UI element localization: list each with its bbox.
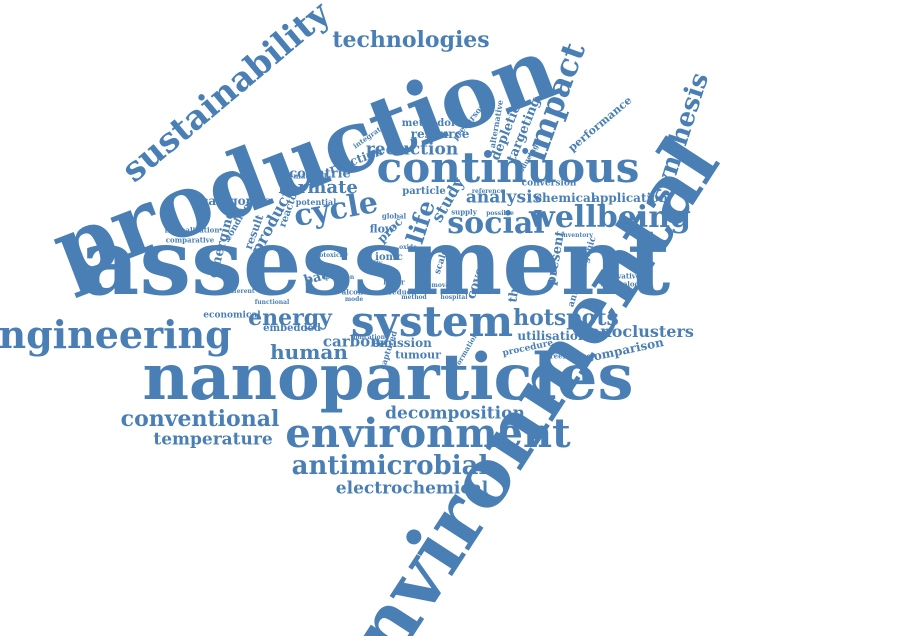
word-conversion: conversion xyxy=(521,178,577,189)
word-ecotoxicity: ecotoxicity xyxy=(311,252,349,259)
word-different: different xyxy=(225,288,255,295)
word-social: social xyxy=(447,206,545,241)
word-utilisation: utilisation xyxy=(517,329,587,343)
word-lower: lower xyxy=(383,277,405,287)
word-application: application xyxy=(592,191,668,205)
word-energy: energy xyxy=(248,305,332,331)
word-tumour: tumour xyxy=(395,348,441,362)
word-mode: mode xyxy=(344,296,364,303)
word-emission: emission xyxy=(372,336,432,350)
word-conventional: conventional xyxy=(120,406,280,432)
word-continuous: continuous xyxy=(376,143,640,192)
word-analysis: analysis xyxy=(465,187,543,208)
word-formate: formate xyxy=(278,177,358,198)
word-greenhouse: greenhouse xyxy=(545,351,591,361)
word-particle: particle xyxy=(402,186,446,197)
word-indication: indication xyxy=(350,334,386,341)
word-global: global xyxy=(381,211,407,221)
word-technology: technology xyxy=(600,279,644,289)
word-alcohol: alcohol xyxy=(341,287,371,297)
word-ionic: ionic xyxy=(375,252,403,263)
word-method: method xyxy=(401,294,427,301)
word-innovative: innovative xyxy=(599,271,641,281)
word-normalisation: normalisation xyxy=(164,225,220,235)
word-flow: flow xyxy=(369,222,395,236)
word-hospital: hospital xyxy=(440,294,468,301)
word-temperature: temperature xyxy=(153,429,273,450)
word-nanoclusters: nanoclusters xyxy=(578,322,694,341)
word-categories: categories xyxy=(201,194,271,208)
word-countrie: countrie xyxy=(289,166,351,182)
word-environment: environment xyxy=(285,410,571,457)
word-functional: functional xyxy=(254,299,290,306)
word-work: work xyxy=(372,263,392,273)
word-assessment: assessment xyxy=(79,208,671,316)
word-decomposition: decomposition xyxy=(385,403,525,424)
word-removal: removal xyxy=(424,282,452,289)
word-comparative: comparative xyxy=(165,235,215,245)
word-toxicity: toxicity xyxy=(357,260,383,267)
word-system: system xyxy=(350,297,514,346)
word-economical: economical xyxy=(203,310,261,321)
word-technologies: technologies xyxy=(332,27,490,53)
word-potential: potential xyxy=(295,197,337,207)
word-reduction: reduction xyxy=(365,139,459,160)
word-wellbeing: wellbeing xyxy=(529,200,691,235)
word-nanoparticles: nanoparticles xyxy=(142,340,634,415)
word-supply: supply xyxy=(451,207,477,217)
word-operation: operation xyxy=(321,274,355,281)
word-oxide: oxide xyxy=(399,244,417,251)
word-reference: reference xyxy=(471,188,505,195)
word-embedded: embedded xyxy=(263,323,321,334)
word-electrochemical: electrochemical xyxy=(335,478,489,499)
word-antimicrobial: antimicrobial xyxy=(291,451,489,481)
word-material: material xyxy=(293,171,327,181)
word-resource: resource xyxy=(410,127,470,141)
word-human: human xyxy=(270,340,348,364)
word-possible: possible xyxy=(486,210,514,217)
word-engineering: engineering xyxy=(0,312,232,357)
word-reduce: reduce xyxy=(388,287,416,297)
word-chemical: chemical xyxy=(534,191,596,205)
word-methodology: methodology xyxy=(401,118,475,129)
word-hotspots: hotspots xyxy=(513,305,619,331)
word-carbon: carbon xyxy=(322,332,382,351)
word-inventory: inventory xyxy=(561,232,593,239)
